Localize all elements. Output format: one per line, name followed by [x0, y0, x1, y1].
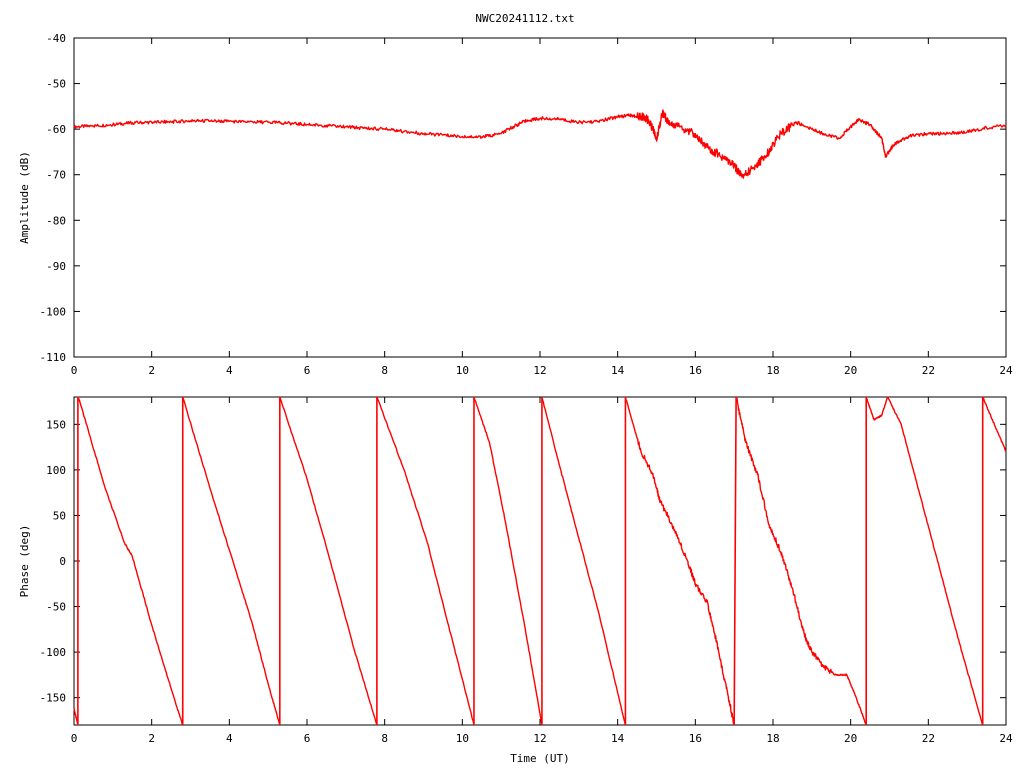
phase-y-tick-label: 150	[46, 418, 66, 431]
phase-series-line	[982, 396, 1007, 453]
phase-x-tick-label: 2	[148, 732, 155, 745]
amplitude-plot-frame	[73, 37, 1007, 358]
phase-series-line	[473, 396, 543, 726]
amplitude-x-tick-label: 16	[689, 364, 702, 377]
amplitude-x-tick-label: 12	[533, 364, 546, 377]
phase-y-axis-label: Phase (deg)	[18, 525, 31, 598]
amplitude-y-tick-label: -70	[46, 169, 66, 182]
amplitude-x-tick-label: 2	[148, 364, 155, 377]
phase-series-line	[886, 396, 984, 726]
amplitude-y-axis-label: Amplitude (dB)	[18, 151, 31, 244]
phase-x-tick-label: 8	[381, 732, 388, 745]
phase-x-axis-label: Time (UT)	[510, 752, 570, 765]
phase-x-tick-label: 16	[689, 732, 702, 745]
phase-x-tick-label: 0	[71, 732, 78, 745]
phase-y-tick-label: -150	[40, 692, 67, 705]
phase-y-tick-label: -50	[46, 601, 66, 614]
amplitude-x-tick-label: 8	[381, 364, 388, 377]
amplitude-y-tick-label: -90	[46, 260, 66, 273]
amplitude-x-tick-label: 0	[71, 364, 78, 377]
phase-x-tick-label: 24	[999, 732, 1013, 745]
amplitude-y-tick-label: -100	[40, 305, 67, 318]
phase-panel: 0 2 4 6 8 10 12 14 16 18 20 22 24-150-100-5005010015…	[18, 396, 1013, 765]
phase-series-line	[865, 396, 889, 421]
phase-y-tick-label: 50	[53, 509, 66, 522]
amplitude-y-tick-label: -50	[46, 78, 66, 91]
amplitude-panel: 0 2 4 6 8 10 12 14 16 18 20 22 24-110-100-90-80-70-6…	[18, 32, 1013, 377]
amplitude-series-line	[73, 109, 1007, 179]
phase-series-line	[735, 396, 867, 726]
amplitude-y-tick-label: -60	[46, 123, 66, 136]
phase-x-tick-label: 18	[766, 732, 779, 745]
phase-x-tick-label: 12	[533, 732, 546, 745]
phase-series-line	[376, 396, 475, 726]
amplitude-y-tick-label: -110	[40, 351, 67, 364]
amplitude-y-tick-label: -40	[46, 32, 66, 45]
phase-series-line	[77, 396, 184, 726]
phase-x-tick-label: 14	[611, 732, 625, 745]
amplitude-x-tick-label: 22	[922, 364, 935, 377]
amplitude-x-tick-label: 24	[999, 364, 1013, 377]
amplitude-x-tick-label: 18	[766, 364, 779, 377]
phase-x-tick-label: 22	[922, 732, 935, 745]
amplitude-y-tick-label: -80	[46, 214, 66, 227]
phase-x-tick-label: 6	[304, 732, 311, 745]
amplitude-x-tick-label: 14	[611, 364, 625, 377]
phase-series-line	[279, 396, 378, 726]
phase-y-tick-label: -100	[40, 646, 67, 659]
phase-phase-wrap	[733, 396, 737, 726]
amplitude-x-tick-label: 10	[456, 364, 469, 377]
amplitude-x-tick-label: 6	[304, 364, 311, 377]
phase-series-line	[541, 396, 627, 726]
phase-series-line	[624, 396, 735, 726]
phase-series-line	[182, 396, 281, 726]
phase-x-tick-label: 20	[844, 732, 857, 745]
amplitude-x-tick-label: 4	[226, 364, 233, 377]
amplitude-x-tick-label: 20	[844, 364, 857, 377]
chart-title: NWC20241112.txt	[475, 12, 574, 25]
phase-x-tick-label: 10	[456, 732, 469, 745]
phase-y-tick-label: 100	[46, 464, 66, 477]
phase-y-tick-label: 0	[59, 555, 66, 568]
phase-x-tick-label: 4	[226, 732, 233, 745]
